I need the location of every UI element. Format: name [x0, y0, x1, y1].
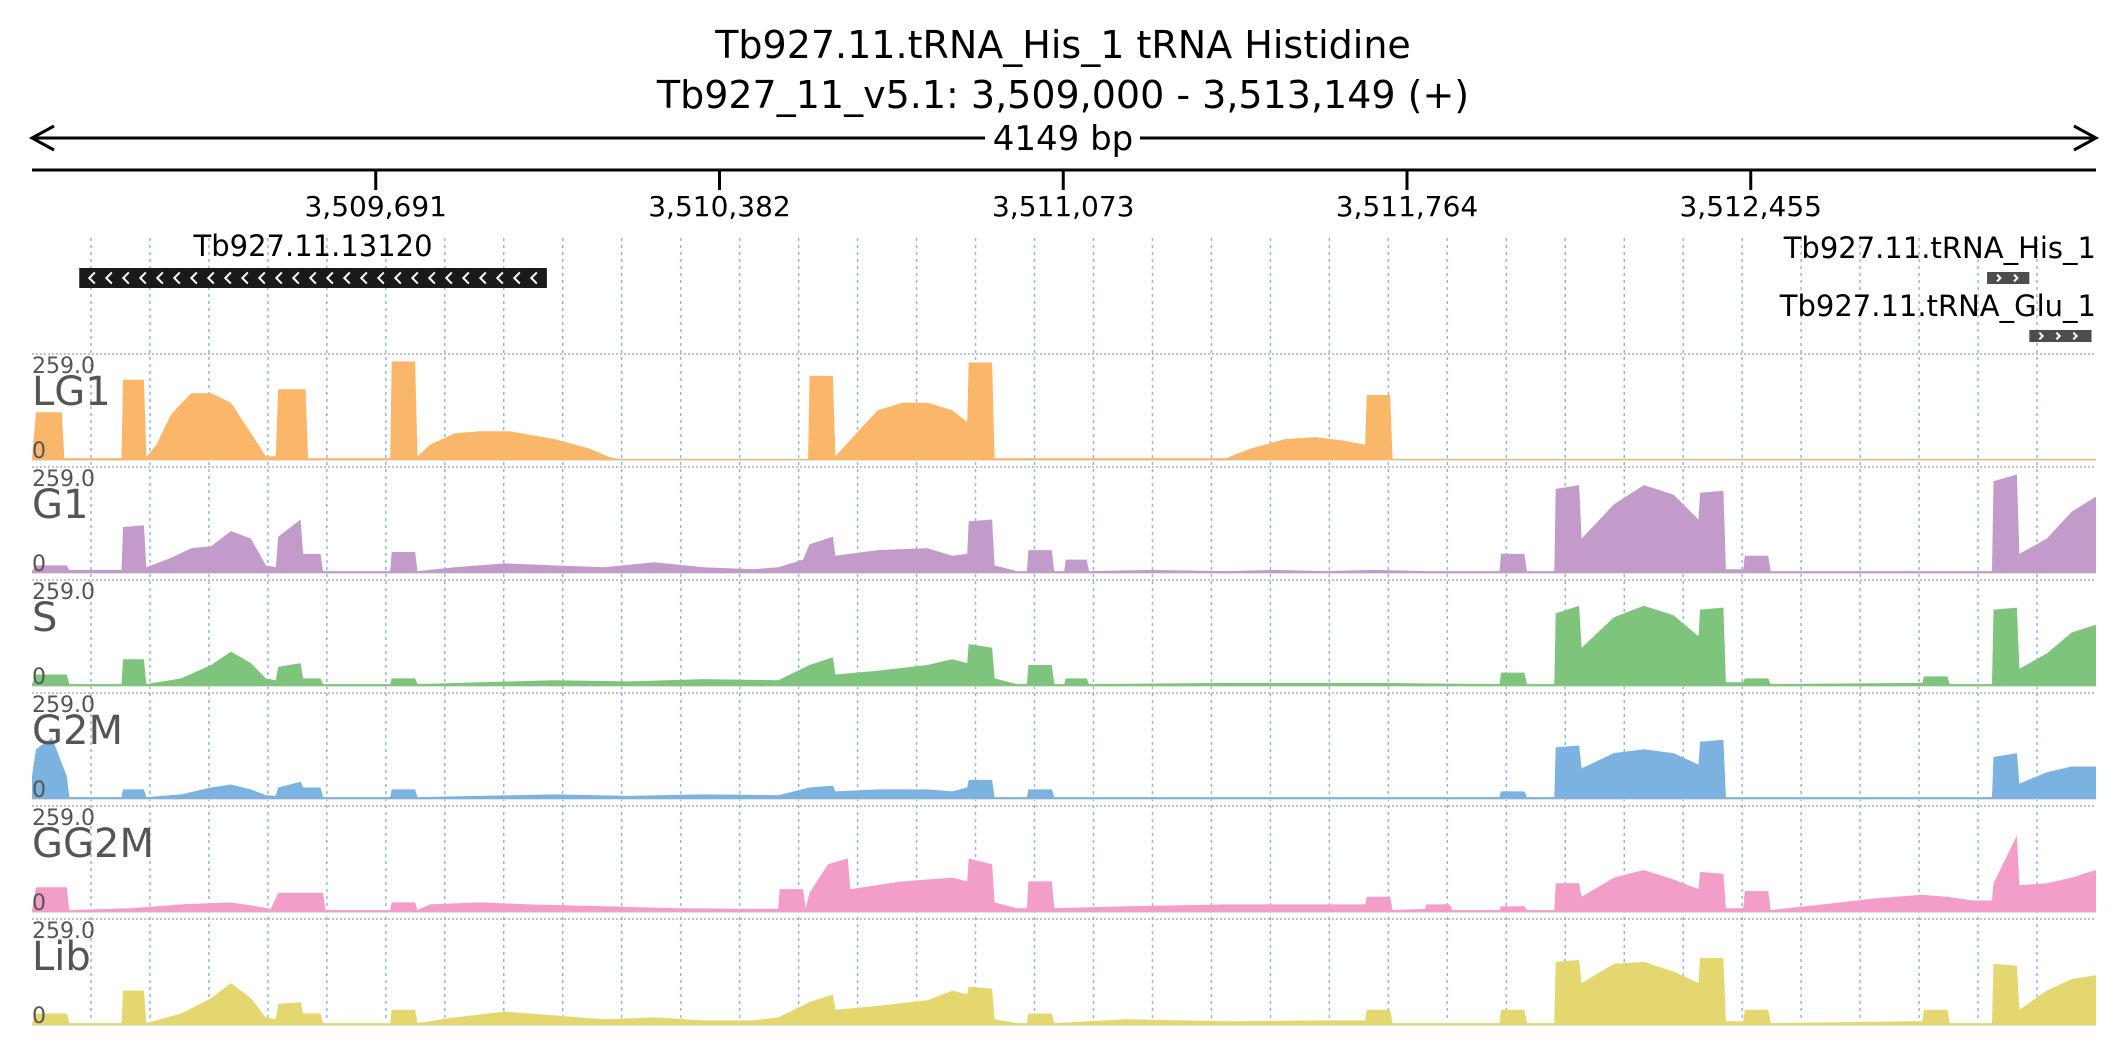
ruler-tick-label-2: 3,511,073	[992, 190, 1135, 223]
track-ymin-label: 0	[32, 552, 46, 577]
strand-chevron	[308, 271, 317, 285]
track-name-label: GG2M	[32, 821, 154, 867]
track-ymax-label: 259.0	[32, 806, 95, 831]
coverage-area-s	[32, 605, 2096, 686]
track-ymin-label: 0	[32, 778, 46, 803]
track-ymin-label: 0	[32, 891, 46, 916]
feature-title: Tb927.11.tRNA_His_1 tRNA Histidine	[714, 23, 1411, 67]
ruler-tick-label-1: 3,510,382	[648, 190, 791, 223]
track-g1: 259.0G1 0	[32, 466, 2096, 577]
track-ymax-label: 259.0	[32, 467, 95, 492]
track-ymax-label: 259.0	[32, 354, 95, 379]
track-name-label: G2M	[32, 708, 123, 754]
strand-chevron	[444, 271, 453, 285]
track-ymin-label: 0	[32, 665, 46, 690]
track-name-label: LG1	[32, 369, 111, 415]
strand-chevron	[121, 271, 130, 285]
gene-feature-1: Tb927.11.tRNA_His_1	[1783, 231, 2096, 284]
span-length-label: 4149 bp	[993, 119, 1134, 159]
track-s: 259.0S 0	[32, 579, 2096, 690]
strand-chevron	[104, 271, 113, 285]
coverage-area-lib	[32, 958, 2096, 1025]
track-ymax-label: 259.0	[32, 919, 95, 944]
gene-feature-0: Tb927.11.13120	[79, 229, 547, 288]
strand-chevron	[2055, 331, 2062, 341]
strand-chevron	[325, 271, 334, 285]
strand-chevron	[223, 271, 232, 285]
strand-chevron	[274, 271, 283, 285]
strand-chevron	[87, 271, 96, 285]
strand-chevron	[529, 271, 538, 285]
locus-label: Tb927_11_v5.1: 3,509,000 - 3,513,149 (+)	[656, 73, 1469, 117]
strand-chevron	[206, 271, 215, 285]
track-ymin-label: 0	[32, 439, 46, 464]
coverage-tracks: 259.0LG10259.0G10259.0S0259.0G2M0259.0GG…	[32, 353, 2096, 1029]
coverage-area-lg1	[32, 361, 2096, 460]
ruler-ticks: 3,509,691 3,510,382 3,511,073 3,511,764 3,51…	[304, 170, 1822, 223]
strand-chevron	[410, 271, 419, 285]
track-ymax-label: 259.0	[32, 693, 95, 718]
ruler-tick-label-4: 3,512,455	[1679, 190, 1822, 223]
span-arrow	[28, 124, 2100, 152]
strand-chevron	[257, 271, 266, 285]
strand-chevron	[342, 271, 351, 285]
track-name-label: G1	[32, 482, 88, 528]
track-name-label: Lib	[32, 934, 91, 980]
strand-chevron	[393, 271, 402, 285]
strand-chevron	[291, 271, 300, 285]
ruler-tick-label-3: 3,511,764	[1336, 190, 1479, 223]
gene-bar	[1987, 272, 2030, 284]
strand-chevron	[478, 271, 487, 285]
track-ymax-label: 259.0	[32, 580, 95, 605]
gene-annotations: Tb927.11.13120 Tb927.11.tRNA_His_1 Tb927.1…	[79, 229, 2096, 342]
strand-chevron	[2072, 331, 2079, 341]
strand-chevron	[172, 271, 181, 285]
coverage-area-g2m	[32, 737, 2096, 799]
coverage-area-gg2m	[32, 835, 2096, 912]
strand-chevron	[359, 271, 368, 285]
gene-label-2: Tb927.11.tRNA_Glu_1	[1779, 289, 2096, 323]
gridlines	[90, 238, 2038, 1020]
strand-chevron	[461, 271, 470, 285]
strand-chevron	[138, 271, 147, 285]
coverage-area-g1	[32, 474, 2096, 573]
strand-chevron	[495, 271, 504, 285]
gene-bar	[79, 268, 547, 288]
ruler-tick-label-0: 3,509,691	[304, 190, 447, 223]
strand-chevron	[427, 271, 436, 285]
strand-chevron	[2013, 273, 2019, 283]
gene-label-1: Tb927.11.tRNA_His_1	[1783, 231, 2096, 265]
gene-feature-2: Tb927.11.tRNA_Glu_1	[1779, 289, 2096, 342]
track-name-label: S	[32, 595, 57, 641]
strand-chevron	[512, 271, 521, 285]
strand-chevron	[1996, 273, 2002, 283]
strand-chevron	[376, 271, 385, 285]
track-ymin-label: 0	[32, 1004, 46, 1029]
strand-chevron	[2038, 331, 2045, 341]
strand-chevron	[155, 271, 164, 285]
strand-chevron	[189, 271, 198, 285]
gene-label-0: Tb927.11.13120	[193, 229, 433, 263]
strand-chevron	[240, 271, 249, 285]
